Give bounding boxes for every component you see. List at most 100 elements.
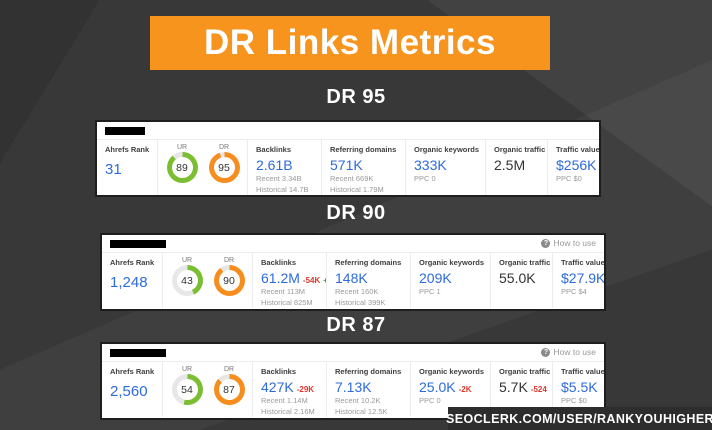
rating-gauges: UR 89 DR 95: [157, 140, 247, 195]
traffic-value-value[interactable]: $27.9K: [561, 270, 604, 286]
ur-gauge: UR 89: [166, 144, 198, 192]
ur-value: 43: [176, 270, 198, 291]
metric-subline: Historical 399K: [335, 297, 386, 307]
ur-label: UR: [181, 257, 193, 264]
organic-keywords-value[interactable]: 333K: [414, 157, 447, 173]
panel-body: Ahrefs Rank 31 UR 89 DR 95 Backl: [97, 140, 599, 195]
metric-label: Backlinks: [261, 367, 297, 376]
organic-keywords-value[interactable]: 209K: [419, 270, 452, 286]
ur-donut-chart: 89: [166, 152, 198, 183]
metric-label: Ahrefs Rank: [110, 258, 155, 267]
organic-keywords-metric: Organic keywords 25.0K -2K PPC 0: [410, 362, 490, 417]
organic-traffic-value: 55.0K: [499, 270, 536, 286]
section-heading-dr87: DR 87: [326, 314, 386, 336]
redacted-domain: [110, 240, 166, 248]
metric-label: Organic traffic: [499, 367, 551, 376]
dr-value: 87: [218, 379, 240, 400]
backlinks-value[interactable]: 2.61B: [256, 157, 293, 173]
help-icon: ?: [541, 347, 551, 357]
organic-keywords-metric: Organic keywords 209K PPC 1: [410, 253, 490, 308]
metric-subline: PPC 0: [414, 174, 436, 183]
ur-label: UR: [181, 366, 193, 373]
metric-label: Referring domains: [330, 145, 397, 154]
backlinks-value[interactable]: 427K: [261, 379, 294, 395]
dr-donut-chart: 90: [213, 265, 245, 296]
metric-subline: PPC 1: [419, 287, 441, 296]
metric-subline: Recent 3.34B: [256, 174, 302, 183]
metric-subline: Recent 669K: [330, 174, 374, 183]
metrics-panel-dr95: Ahrefs Rank 31 UR 89 DR 95 Backl: [95, 120, 601, 197]
organic-keywords-metric: Organic keywords 333K PPC 0: [405, 140, 485, 195]
ur-label: UR: [176, 144, 188, 151]
metric-label: Traffic value: [556, 145, 599, 154]
metric-subline: Historical 825M: [261, 297, 313, 307]
ur-gauge: UR 54: [171, 366, 203, 414]
seller-footer-bar: SEOCLERK.COM/USER/RANKYOUHIGHER: [446, 407, 712, 430]
metric-label: Organic traffic: [494, 145, 546, 154]
referring-domains-metric: Referring domains 571K Recent 669K Histo…: [321, 140, 405, 195]
delta-negative: -2K: [458, 385, 472, 394]
metric-subline: Recent 160K: [335, 287, 379, 296]
metric-label: Organic keywords: [414, 145, 480, 154]
dr-label: DR: [218, 144, 230, 151]
metric-subline: PPC $0: [561, 396, 587, 405]
rating-gauges: UR 43 DR 90: [162, 253, 252, 308]
traffic-value-value[interactable]: $5.5K: [561, 379, 598, 395]
delta-negative: -29K: [296, 385, 315, 394]
backlinks-value[interactable]: 61.2M: [261, 270, 300, 286]
referring-domains-metric: Referring domains 148K Recent 160K Histo…: [326, 253, 410, 308]
ahrefs-rank-value: 31: [105, 161, 122, 178]
metrics-panel-dr87: ? How to use Ahrefs Rank 2,560 UR 54 DR: [100, 342, 606, 420]
seller-handle: SEOCLERK.COM/USER/RANKYOUHIGHER: [446, 411, 712, 426]
rating-gauges: UR 54 DR 87: [162, 362, 252, 417]
delta-negative: -54K: [302, 276, 321, 285]
ur-value: 89: [171, 157, 193, 178]
metric-label: Organic keywords: [419, 258, 485, 267]
metric-label: Organic traffic: [499, 258, 551, 267]
dr-gauge: DR 95: [208, 144, 240, 192]
metric-label: Referring domains: [335, 367, 402, 376]
organic-traffic-value: 2.5M: [494, 157, 526, 173]
metric-subline: PPC $0: [556, 174, 582, 183]
organic-traffic-metric: Organic traffic 2.5M: [485, 140, 547, 195]
ur-donut-chart: 43: [171, 265, 203, 296]
metric-label: Referring domains: [335, 258, 402, 267]
ur-value: 54: [176, 379, 198, 400]
organic-traffic-metric: Organic traffic 5.7K -524: [490, 362, 552, 417]
metric-subline: Recent 1.14M: [261, 396, 308, 405]
metric-subline: Historical 14.7B: [256, 184, 309, 194]
how-to-use-link[interactable]: ? How to use: [541, 238, 596, 248]
dr-gauge: DR 90: [213, 257, 245, 305]
ur-gauge: UR 43: [171, 257, 203, 305]
backlinks-metric: Backlinks 61.2M -54K +371K Recent 113M H…: [252, 253, 326, 308]
ahrefs-rank-metric: Ahrefs Rank 2,560: [102, 362, 162, 417]
how-to-use-link[interactable]: ? How to use: [541, 347, 596, 357]
traffic-value-metric: Traffic value $27.9K PPC $4: [552, 253, 604, 308]
ahrefs-rank-value: 2,560: [110, 383, 148, 400]
referring-domains-value[interactable]: 7.13K: [335, 379, 372, 395]
referring-domains-metric: Referring domains 7.13K Recent 10.2K His…: [326, 362, 410, 417]
section-heading-dr95: DR 95: [326, 86, 386, 108]
dr-label: DR: [223, 366, 235, 373]
metric-subline: PPC 0: [419, 396, 441, 405]
metric-label: Backlinks: [256, 145, 292, 154]
metric-label: Ahrefs Rank: [110, 367, 155, 376]
metric-subline: Historical 12.5K: [335, 406, 388, 416]
panel-header: [97, 122, 599, 140]
organic-keywords-value[interactable]: 25.0K: [419, 379, 456, 395]
dr-donut-chart: 95: [208, 152, 240, 183]
referring-domains-value[interactable]: 148K: [335, 270, 368, 286]
dr-value: 90: [218, 270, 240, 291]
metric-subline: Historical 1.79M: [330, 184, 384, 194]
help-icon: ?: [541, 238, 551, 248]
referring-domains-value[interactable]: 571K: [330, 157, 363, 173]
organic-traffic-value: 5.7K: [499, 379, 528, 395]
dr-label: DR: [223, 257, 235, 264]
traffic-value-value[interactable]: $256K: [556, 157, 597, 173]
metrics-panel-dr90: ? How to use Ahrefs Rank 1,248 UR 43 DR: [100, 233, 606, 311]
metric-subline: Recent 10.2K: [335, 396, 381, 405]
metric-label: Traffic value: [561, 258, 604, 267]
metric-subline: Recent 113M: [261, 287, 306, 296]
metric-label: Ahrefs Rank: [105, 145, 150, 154]
